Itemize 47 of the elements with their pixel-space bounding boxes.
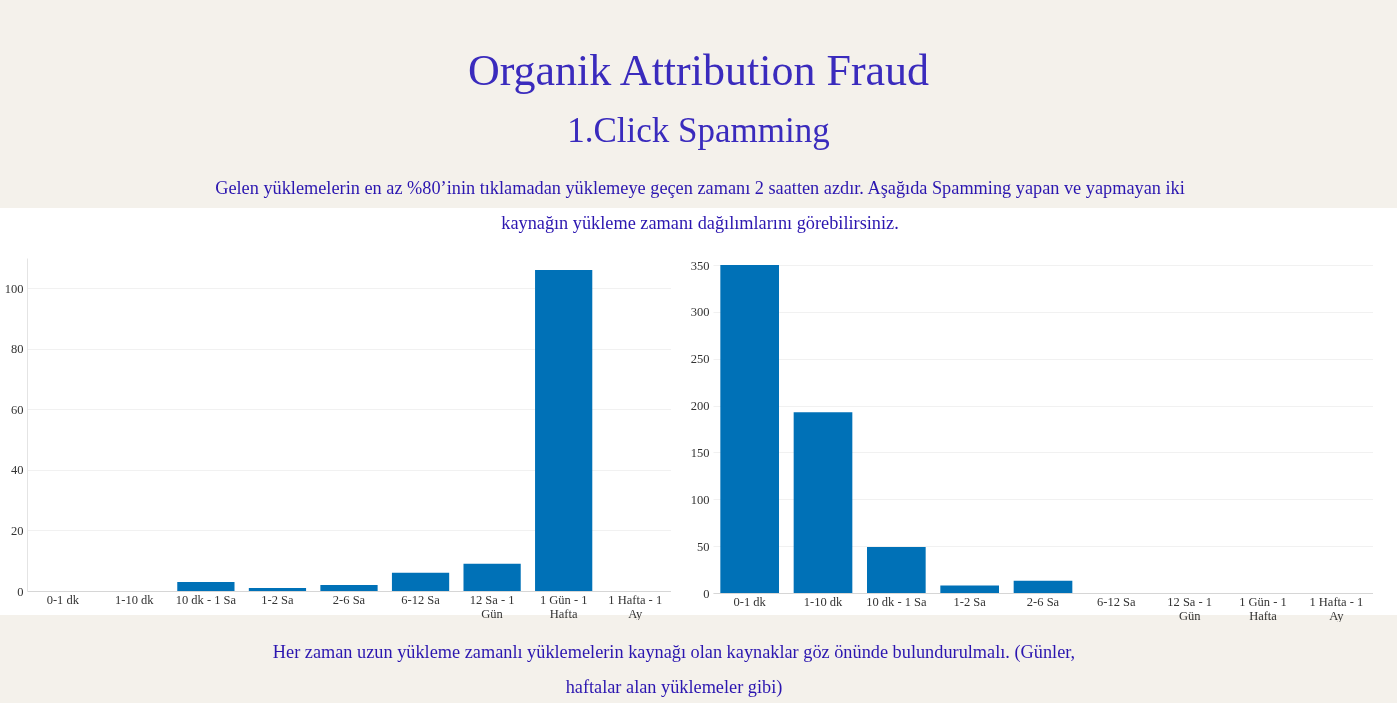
x-tick-label: 1 Hafta - 1 Ay	[1309, 594, 1364, 623]
bar	[391, 572, 450, 591]
x-tick-label: 2-6 Sa	[1026, 594, 1060, 609]
y-tick-label: 250	[690, 352, 710, 367]
y-tick-label: 300	[690, 305, 710, 320]
x-tick-label: 1-10 dk	[803, 594, 844, 609]
y-tick-label: 0	[703, 586, 710, 601]
y-tick-label: 20	[11, 523, 24, 538]
y-tick-label: 100	[4, 281, 24, 296]
x-tick-label: 1-2 Sa	[261, 592, 295, 607]
x-tick-label: 10 dk - 1 Sa	[175, 592, 237, 607]
x-tick-label: 12 Sa - 1 Gün	[1167, 594, 1213, 623]
bar	[720, 265, 779, 593]
bar	[320, 584, 378, 591]
x-tick-label: 10 dk - 1 Sa	[866, 594, 927, 609]
bar	[867, 547, 926, 593]
bar	[793, 412, 853, 593]
bar	[940, 585, 999, 593]
y-tick-label: 50	[697, 539, 710, 554]
bar	[177, 581, 235, 591]
x-tick-label: 12 Sa - 1 Gün	[469, 592, 515, 621]
x-tick-label: 1 Gün - 1 Hafta	[1239, 594, 1287, 623]
chart-title: Organik Attribution Fraud	[466, 45, 931, 97]
y-tick-label: 200	[690, 399, 710, 414]
x-tick-label: 0-1 dk	[733, 594, 767, 609]
y-tick-label: 80	[11, 342, 24, 357]
y-tick-label: 150	[690, 445, 710, 460]
y-tick-label: 350	[690, 258, 710, 273]
x-tick-label: 1 Hafta - 1 Ay	[608, 592, 663, 621]
y-tick-label: 100	[690, 492, 710, 507]
x-tick-label: 6-12 Sa	[401, 592, 441, 607]
x-tick-label: 1-10 dk	[115, 592, 155, 607]
y-tick-label: 0	[17, 584, 24, 599]
x-tick-label: 6-12 Sa	[1097, 594, 1137, 609]
x-tick-label: 1 Gün - 1 Hafta	[539, 592, 588, 621]
y-tick-label: 40	[11, 463, 24, 478]
x-tick-label: 1-2 Sa	[953, 594, 987, 609]
y-tick-label: 60	[11, 402, 24, 417]
bar	[535, 270, 593, 591]
chart-subtitle: 1.Click Spamming	[566, 111, 831, 151]
bar	[248, 587, 307, 591]
text: Her zaman uzun yükleme zamanlı yüklemelerin kaynağı olan kaynaklar göz önünde bulundurulmalı. (Günler, haftalar alan yüklemeler gibi)	[271, 641, 1077, 699]
x-tick-label: 0-1 dk	[46, 592, 80, 607]
text: Gelen yüklemelerin en az %80’inin tıklamadan yüklemeye geçen zamanı 2 saatten azdır. Aşağıda Spamming yapan ve yapmayan iki kaynağın yükleme zamanı dağılımlarını görebilirsiniz.	[214, 177, 1186, 235]
x-tick-label: 2-6 Sa	[332, 592, 366, 607]
bar	[463, 563, 521, 591]
bar	[1013, 580, 1073, 593]
